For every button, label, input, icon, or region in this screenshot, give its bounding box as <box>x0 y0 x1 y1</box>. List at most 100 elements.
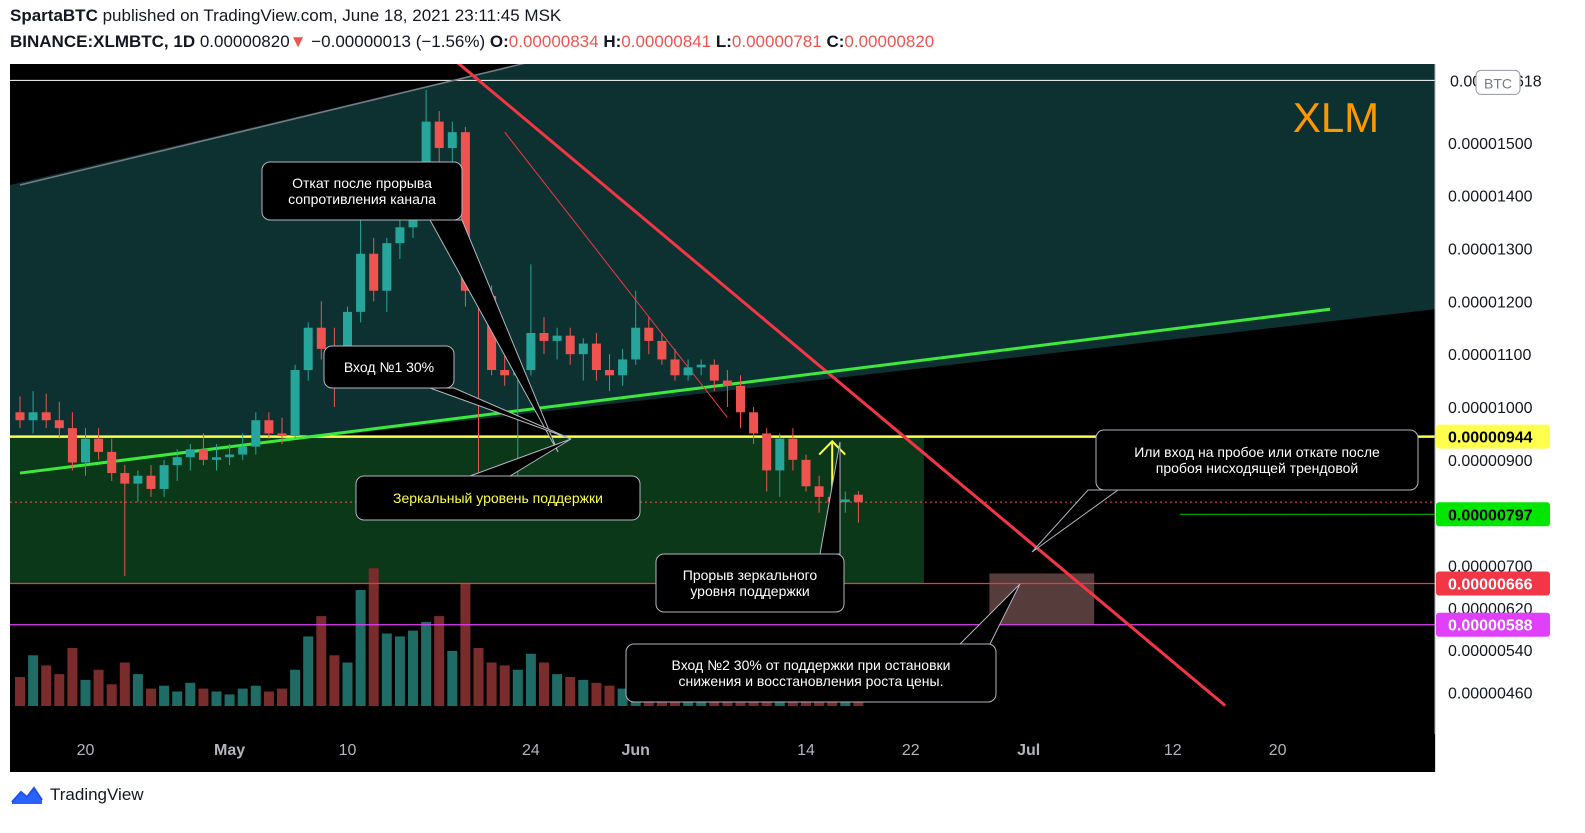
candle[interactable] <box>722 370 732 407</box>
candle[interactable] <box>644 317 654 355</box>
candle-body <box>618 359 628 376</box>
candle[interactable] <box>81 428 90 476</box>
price-marker-box <box>1436 502 1550 527</box>
annotation-callout[interactable]: Или вход на пробое или откате послепробо… <box>1031 429 1419 553</box>
candle[interactable] <box>552 327 562 360</box>
volume-bar <box>342 662 353 706</box>
volume-bar <box>552 674 563 706</box>
volume-bar <box>119 662 130 706</box>
candle[interactable] <box>434 111 444 164</box>
candle[interactable] <box>15 396 25 429</box>
candle[interactable] <box>853 491 863 523</box>
volume-bar <box>185 682 196 706</box>
candle[interactable] <box>801 454 811 492</box>
candle[interactable] <box>264 412 274 439</box>
candle[interactable] <box>762 428 772 492</box>
candle[interactable] <box>94 428 104 460</box>
tradingview-footer[interactable]: TradingView <box>10 784 144 806</box>
candle-body <box>434 121 444 149</box>
candle-body <box>120 473 130 484</box>
candle[interactable] <box>316 301 326 360</box>
currency-badge-text: BTC <box>1484 75 1512 91</box>
candle[interactable] <box>198 433 208 466</box>
candle[interactable] <box>840 491 850 513</box>
volume-bar <box>578 679 589 706</box>
candle[interactable] <box>41 393 51 429</box>
candle[interactable] <box>526 264 536 376</box>
candle[interactable] <box>591 333 601 381</box>
trendline-channel-top <box>19 64 525 186</box>
volume-bar <box>539 662 549 706</box>
currency-badge[interactable]: BTC <box>1475 69 1521 95</box>
candle[interactable] <box>54 401 64 439</box>
candle-body <box>15 412 25 421</box>
candle[interactable] <box>146 465 156 497</box>
candle[interactable] <box>814 475 824 513</box>
candle[interactable] <box>67 412 77 471</box>
candle[interactable] <box>133 470 143 503</box>
candle-body <box>264 420 274 434</box>
author-name[interactable]: SpartaBTC <box>10 6 98 25</box>
volume-bar <box>355 590 366 706</box>
annotation-callout[interactable]: Зеркальный уровень поддержки <box>355 438 641 521</box>
candle[interactable] <box>212 443 221 471</box>
publish-line: SpartaBTC published on TradingView.com, … <box>10 6 561 26</box>
candle-body <box>749 412 759 434</box>
candle[interactable] <box>565 327 575 365</box>
price-change: −0.00000013 (−1.56%) <box>311 32 486 51</box>
open-value: 0.00000834 <box>508 32 599 51</box>
candle[interactable] <box>670 348 680 381</box>
candle[interactable] <box>618 348 628 386</box>
candle-body <box>644 327 654 341</box>
candle[interactable] <box>159 459 169 497</box>
candle[interactable] <box>657 333 667 365</box>
candle[interactable] <box>775 433 785 497</box>
candle[interactable] <box>225 443 235 466</box>
candle[interactable] <box>28 391 38 434</box>
candle[interactable] <box>788 428 798 471</box>
candle[interactable] <box>277 417 287 444</box>
candle[interactable] <box>356 216 366 323</box>
candle[interactable] <box>631 290 641 365</box>
candle[interactable] <box>447 121 457 170</box>
candle[interactable] <box>120 465 130 577</box>
volume-bar <box>316 616 327 706</box>
annotation-callout[interactable]: Вход №2 30% от поддержки при остановкисн… <box>625 583 1021 703</box>
candle[interactable] <box>696 359 706 376</box>
candle[interactable] <box>736 375 745 429</box>
candle[interactable] <box>290 364 300 439</box>
volume-bar <box>54 674 65 706</box>
price-tick-label: 0.00001400 <box>1448 189 1533 206</box>
candle[interactable] <box>382 237 392 312</box>
candle[interactable] <box>539 317 549 355</box>
candle[interactable] <box>238 433 248 460</box>
volume-bar <box>15 677 25 706</box>
candle[interactable] <box>749 407 759 444</box>
symbol-label[interactable]: BINANCE:XLMBTC, 1D <box>10 32 196 51</box>
candle-body <box>395 227 405 244</box>
volume-bar <box>421 621 432 706</box>
candle[interactable] <box>172 449 182 481</box>
price-tick-label: 0.00000460 <box>1448 685 1533 702</box>
annotation-callout[interactable]: Вход №1 30% <box>323 345 572 440</box>
time-axis <box>10 734 1435 772</box>
candle[interactable] <box>683 359 693 381</box>
price-marker-label: 0.00000797 <box>1448 507 1533 524</box>
candle-body <box>343 311 352 360</box>
candle[interactable] <box>605 354 614 392</box>
candle[interactable] <box>185 443 195 471</box>
callout-text: Вход №2 30% от поддержки при остановки <box>672 657 951 673</box>
candle[interactable] <box>303 322 313 381</box>
candle-body <box>709 364 719 381</box>
candle[interactable] <box>578 338 588 381</box>
price-tick-label: 0.00001100 <box>1448 347 1531 364</box>
price-marker: 0.00000797 <box>1436 502 1550 527</box>
candle[interactable] <box>709 359 719 392</box>
candle[interactable] <box>251 412 261 455</box>
volume-bar <box>447 650 458 706</box>
candle[interactable] <box>107 438 117 481</box>
candle[interactable] <box>369 237 379 302</box>
